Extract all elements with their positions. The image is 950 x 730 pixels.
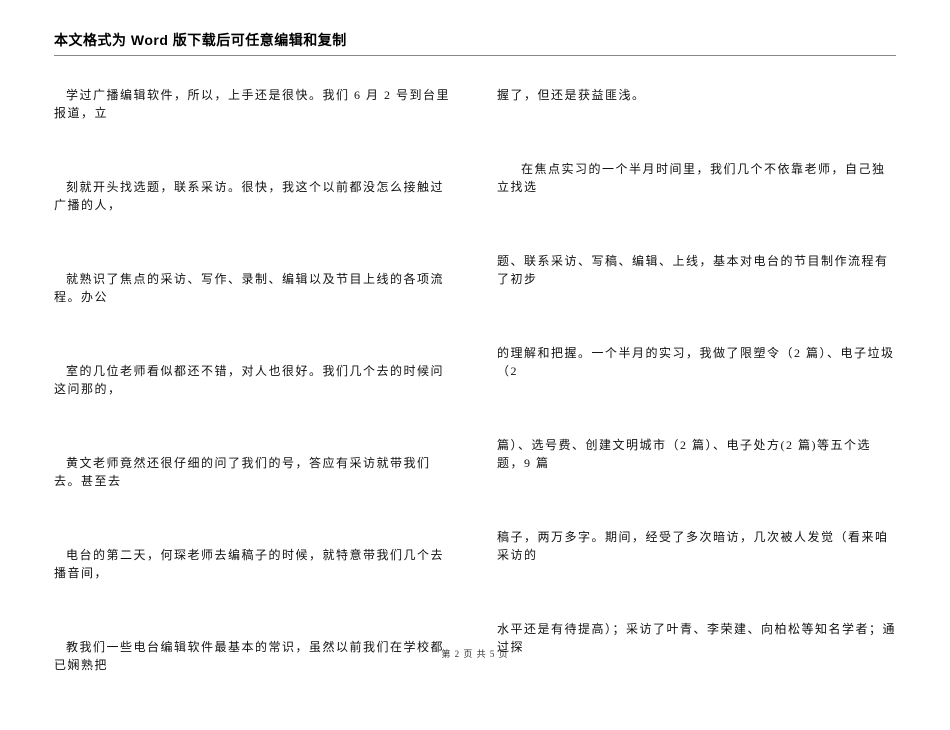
- body-line: 电台的第二天，何琛老师去编稿子的时候，就特意带我们几个去播音间，: [54, 546, 453, 582]
- body-line: 稿子，两万多字。期间，经受了多次暗访，几次被人发觉（看来咱采访的: [497, 528, 896, 564]
- page-footer: 第 2 页 共 5 页: [0, 647, 950, 660]
- body-line: 学过广播编辑软件，所以，上手还是很快。我们 6 月 2 号到台里报道，立: [54, 86, 453, 122]
- document-page: 本文格式为 Word 版下载后可任意编辑和复制 学过广播编辑软件，所以，上手还是…: [0, 0, 950, 672]
- left-column: 学过广播编辑软件，所以，上手还是很快。我们 6 月 2 号到台里报道，立 刻就开…: [54, 86, 453, 730]
- page-header: 本文格式为 Word 版下载后可任意编辑和复制: [54, 30, 896, 56]
- body-line: 篇）、选号费、创建文明城市（2 篇）、电子处方(2 篇)等五个选题，9 篇: [497, 436, 896, 472]
- two-column-layout: 学过广播编辑软件，所以，上手还是很快。我们 6 月 2 号到台里报道，立 刻就开…: [54, 86, 896, 730]
- right-column: 握了，但还是获益匪浅。 在焦点实习的一个半月时间里，我们几个不依靠老师，自己独立…: [497, 86, 896, 730]
- body-line: 黄文老师竟然还很仔细的问了我们的号，答应有采访就带我们去。甚至去: [54, 454, 453, 490]
- body-line: 握了，但还是获益匪浅。: [497, 86, 896, 104]
- body-line: 题、联系采访、写稿、编辑、上线，基本对电台的节目制作流程有了初步: [497, 252, 896, 288]
- body-line: 刻就开头找选题，联系采访。很快，我这个以前都没怎么接触过广播的人，: [54, 178, 453, 214]
- body-line: 就熟识了焦点的采访、写作、录制、编辑以及节目上线的各项流程。办公: [54, 270, 453, 306]
- body-line: 在焦点实习的一个半月时间里，我们几个不依靠老师，自己独立找选: [497, 160, 896, 196]
- body-line: 的理解和把握。一个半月的实习，我做了限塑令（2 篇）、电子垃圾（2: [497, 344, 896, 380]
- body-line: 室的几位老师看似都还不错，对人也很好。我们几个去的时候问这问那的，: [54, 362, 453, 398]
